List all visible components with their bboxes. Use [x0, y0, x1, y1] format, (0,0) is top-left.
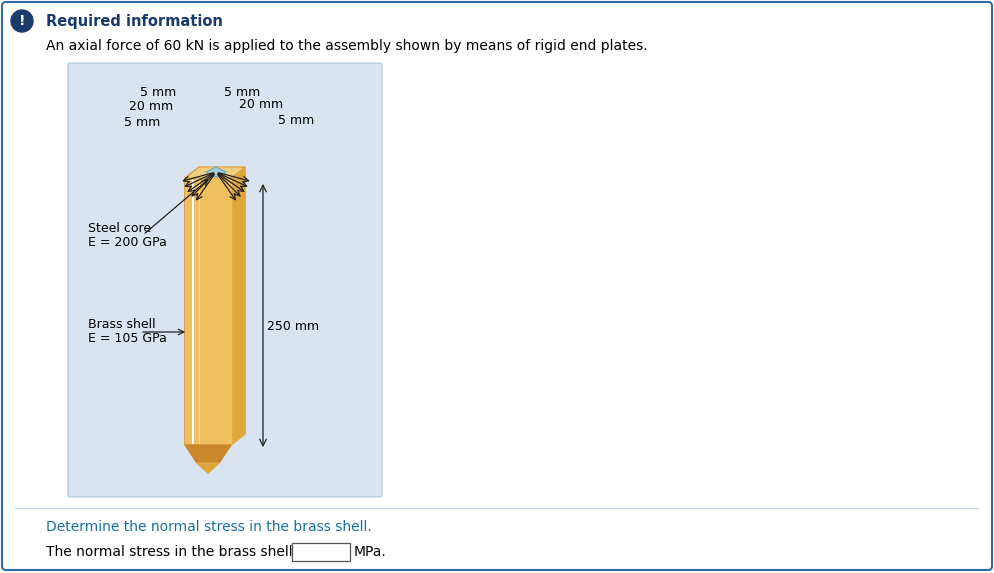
- Text: Brass shell: Brass shell: [87, 319, 155, 332]
- Polygon shape: [185, 167, 245, 178]
- Text: 5 mm: 5 mm: [224, 85, 259, 99]
- Polygon shape: [206, 167, 226, 177]
- Text: 5 mm: 5 mm: [140, 85, 176, 99]
- Polygon shape: [185, 445, 231, 463]
- Text: 20 mm: 20 mm: [129, 100, 173, 112]
- Polygon shape: [185, 167, 199, 445]
- Text: Steel core: Steel core: [87, 222, 151, 234]
- FancyBboxPatch shape: [68, 63, 382, 497]
- Polygon shape: [197, 463, 219, 473]
- Text: MPa.: MPa.: [354, 545, 387, 559]
- Text: Determine the normal stress in the brass shell.: Determine the normal stress in the brass…: [46, 520, 372, 534]
- Text: 20 mm: 20 mm: [239, 97, 282, 111]
- Circle shape: [11, 10, 33, 32]
- Text: E = 105 GPa: E = 105 GPa: [87, 332, 167, 346]
- Text: 250 mm: 250 mm: [266, 320, 319, 332]
- Text: An axial force of 60 kN is applied to the assembly shown by means of rigid end p: An axial force of 60 kN is applied to th…: [46, 39, 647, 53]
- Polygon shape: [231, 167, 245, 445]
- Text: 5 mm: 5 mm: [277, 113, 314, 127]
- Text: !: !: [19, 14, 25, 28]
- Bar: [291, 543, 350, 561]
- Text: Required information: Required information: [46, 14, 223, 29]
- Polygon shape: [185, 178, 231, 445]
- Text: The normal stress in the brass shell is: The normal stress in the brass shell is: [46, 545, 308, 559]
- Text: E = 200 GPa: E = 200 GPa: [87, 236, 167, 249]
- Text: 5 mm: 5 mm: [124, 116, 160, 128]
